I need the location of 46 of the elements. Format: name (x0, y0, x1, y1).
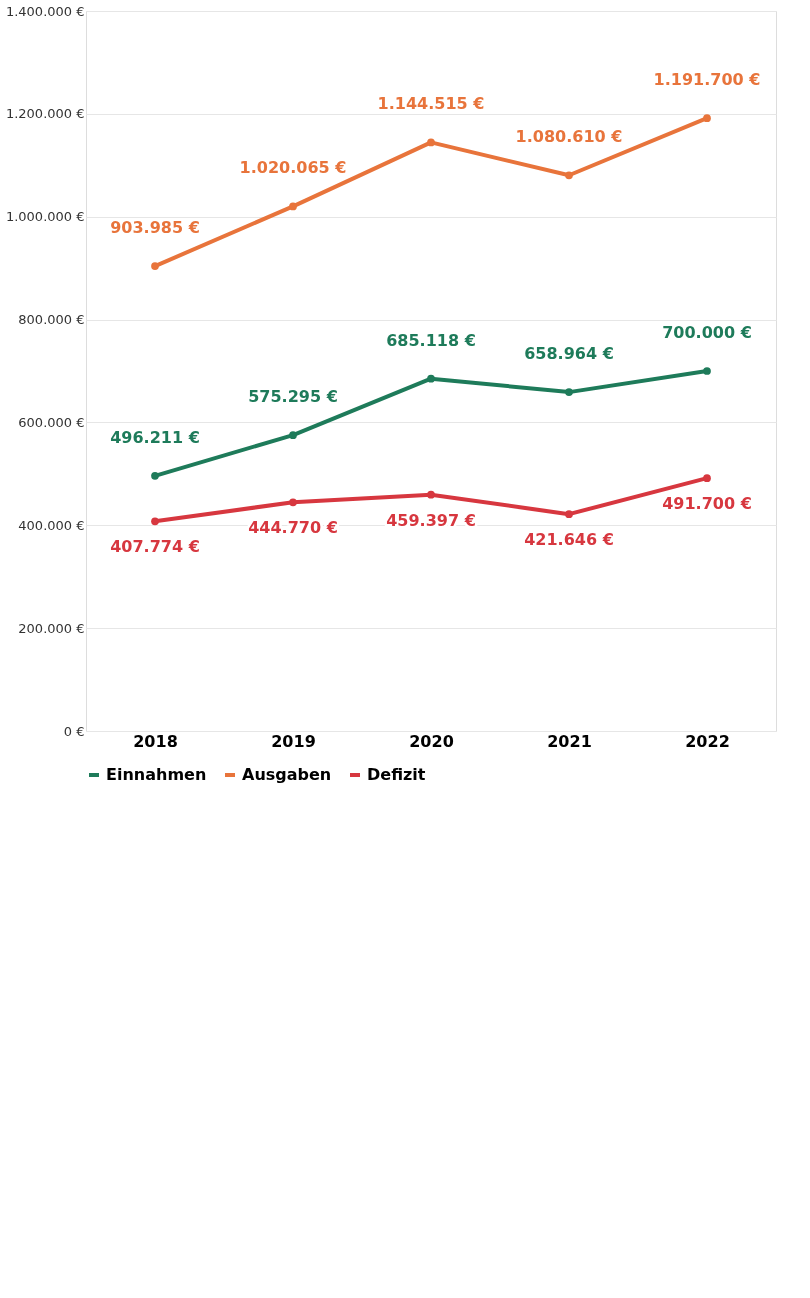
y-tick-label: 400.000 € (18, 517, 85, 533)
point (289, 498, 297, 507)
data-label: 421.646 € (524, 530, 614, 550)
x-tick-label: 2022 (685, 731, 730, 751)
x-tick-label: 2021 (547, 731, 592, 751)
data-label: 1.191.700 € (653, 70, 761, 90)
data-label: 491.700 € (662, 494, 752, 514)
legend-label: Einnahmen (106, 765, 207, 784)
point (427, 490, 435, 499)
legend-label: Defizit (367, 765, 426, 784)
y-tick-label: 800.000 € (18, 312, 85, 328)
data-label: 1.080.610 € (515, 127, 623, 147)
point (703, 367, 711, 375)
data-label: 1.020.065 € (239, 158, 347, 178)
data-label: 903.985 € (110, 218, 200, 238)
point (151, 262, 159, 270)
data-label: 496.211 € (110, 427, 200, 447)
y-tick-label: 1.000.000 € (5, 209, 85, 225)
y-tick-label: 1.400.000 € (5, 3, 85, 19)
data-label: 1.144.515 € (377, 94, 485, 114)
legend-label: Ausgaben (242, 765, 332, 784)
data-label: 459.397 € (386, 510, 476, 530)
data-label: 700.000 € (662, 323, 752, 342)
y-tick-label: 1.200.000 € (5, 106, 85, 122)
point (427, 138, 435, 147)
y-tick-label: 0 € (63, 723, 85, 739)
data-label: 407.774 € (110, 537, 200, 557)
point (427, 374, 435, 383)
point (289, 431, 297, 439)
data-label: 658.964 € (524, 344, 614, 364)
data-label: 685.118 € (386, 330, 476, 350)
point (565, 510, 573, 519)
point (289, 202, 297, 211)
y-tick-label: 600.000 € (18, 414, 85, 430)
point (151, 471, 159, 480)
data-label: 575.295 € (248, 387, 338, 407)
x-tick-label: 2018 (133, 731, 178, 751)
point (565, 171, 573, 180)
y-tick-label: 200.000 € (18, 620, 85, 636)
point (703, 114, 711, 122)
point (703, 474, 711, 482)
x-tick-label: 2019 (271, 731, 316, 751)
point (565, 388, 573, 396)
data-label: 444.770 € (248, 518, 338, 538)
x-tick-label: 2020 (409, 731, 454, 751)
point (151, 517, 159, 526)
